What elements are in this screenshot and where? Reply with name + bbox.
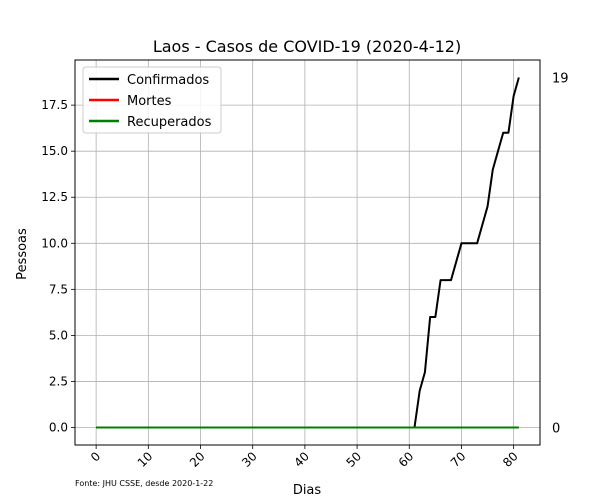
- right-annotations: 19 0: [552, 72, 569, 437]
- legend: Confirmados Mortes Recuperados: [82, 66, 222, 134]
- x-tick-label: 50: [343, 449, 364, 470]
- y-axis-ticks: 0.0 2.5 5.0 7.5 10.0 12.5 15.0 17.5: [41, 98, 75, 435]
- legend-label-mortes: Mortes: [127, 94, 172, 109]
- x-axis-label: Dias: [293, 483, 322, 498]
- y-tick-label: 2.5: [49, 374, 68, 388]
- y-axis-label: Pessoas: [15, 228, 30, 280]
- x-tick-label: 30: [239, 449, 260, 470]
- source-note: Fonte: JHU CSSE, desde 2020-1-22: [75, 479, 214, 488]
- x-tick-label: 10: [135, 449, 156, 470]
- x-tick-label: 60: [396, 449, 417, 470]
- series-line-confirmados: [96, 77, 520, 429]
- y-tick-label: 10.0: [41, 236, 68, 250]
- right-annotation: 0: [552, 422, 560, 437]
- legend-label-recuperados: Recuperados: [127, 115, 212, 130]
- y-tick-label: 12.5: [41, 190, 68, 204]
- y-tick-label: 0.0: [49, 421, 68, 435]
- y-tick-label: 5.0: [49, 328, 68, 342]
- series-lines: [96, 77, 520, 429]
- y-tick-label: 15.0: [41, 144, 68, 158]
- x-tick-label: 70: [448, 449, 469, 470]
- x-tick-label: 40: [291, 449, 312, 470]
- x-tick-label: 80: [500, 449, 521, 470]
- y-tick-label: 17.5: [41, 98, 68, 112]
- legend-box: [82, 66, 222, 134]
- chart-title: Laos - Casos de COVID-19 (2020-4-12): [153, 37, 461, 56]
- y-tick-label: 7.5: [49, 282, 68, 296]
- x-tick-label: 20: [187, 449, 208, 470]
- x-axis-ticks: 0 10 20 30 40 50 60 70 80: [88, 445, 521, 470]
- legend-label-confirmados: Confirmados: [127, 73, 209, 88]
- plot-frame: [74, 59, 541, 446]
- x-tick-label: 0: [88, 449, 103, 464]
- right-annotation: 19: [552, 72, 569, 87]
